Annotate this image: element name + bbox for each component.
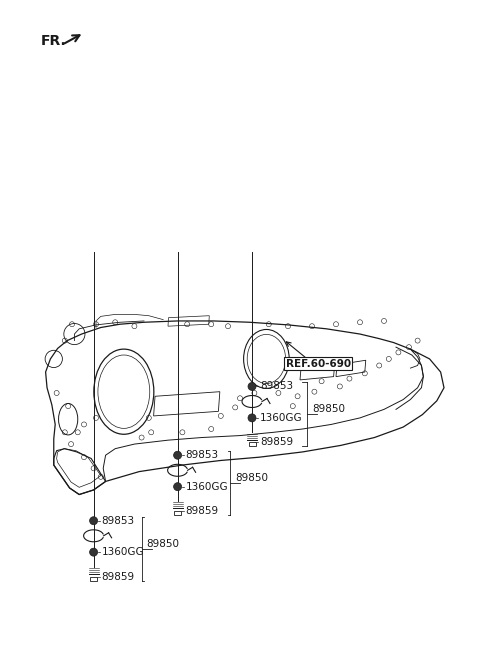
Circle shape (248, 383, 256, 390)
Text: 89850: 89850 (235, 473, 268, 483)
Circle shape (174, 483, 181, 491)
Text: 89853: 89853 (186, 450, 219, 460)
Text: 89850: 89850 (312, 404, 345, 415)
Bar (249, 442, 255, 446)
Circle shape (90, 548, 97, 556)
Text: 89859: 89859 (102, 572, 135, 582)
Text: 89853: 89853 (260, 381, 293, 392)
Text: FR.: FR. (41, 33, 67, 48)
Text: 89850: 89850 (146, 538, 180, 549)
Text: 89853: 89853 (102, 515, 135, 526)
Circle shape (248, 414, 256, 422)
Text: 1360GG: 1360GG (102, 547, 144, 557)
Circle shape (90, 517, 97, 525)
Text: REF.60-690: REF.60-690 (286, 358, 351, 369)
Text: 89859: 89859 (260, 438, 293, 447)
Text: 1360GG: 1360GG (186, 481, 228, 492)
Circle shape (174, 451, 181, 459)
Text: 89859: 89859 (186, 506, 219, 516)
Bar (90, 576, 97, 580)
Text: 1360GG: 1360GG (260, 413, 302, 423)
Bar (174, 511, 181, 515)
